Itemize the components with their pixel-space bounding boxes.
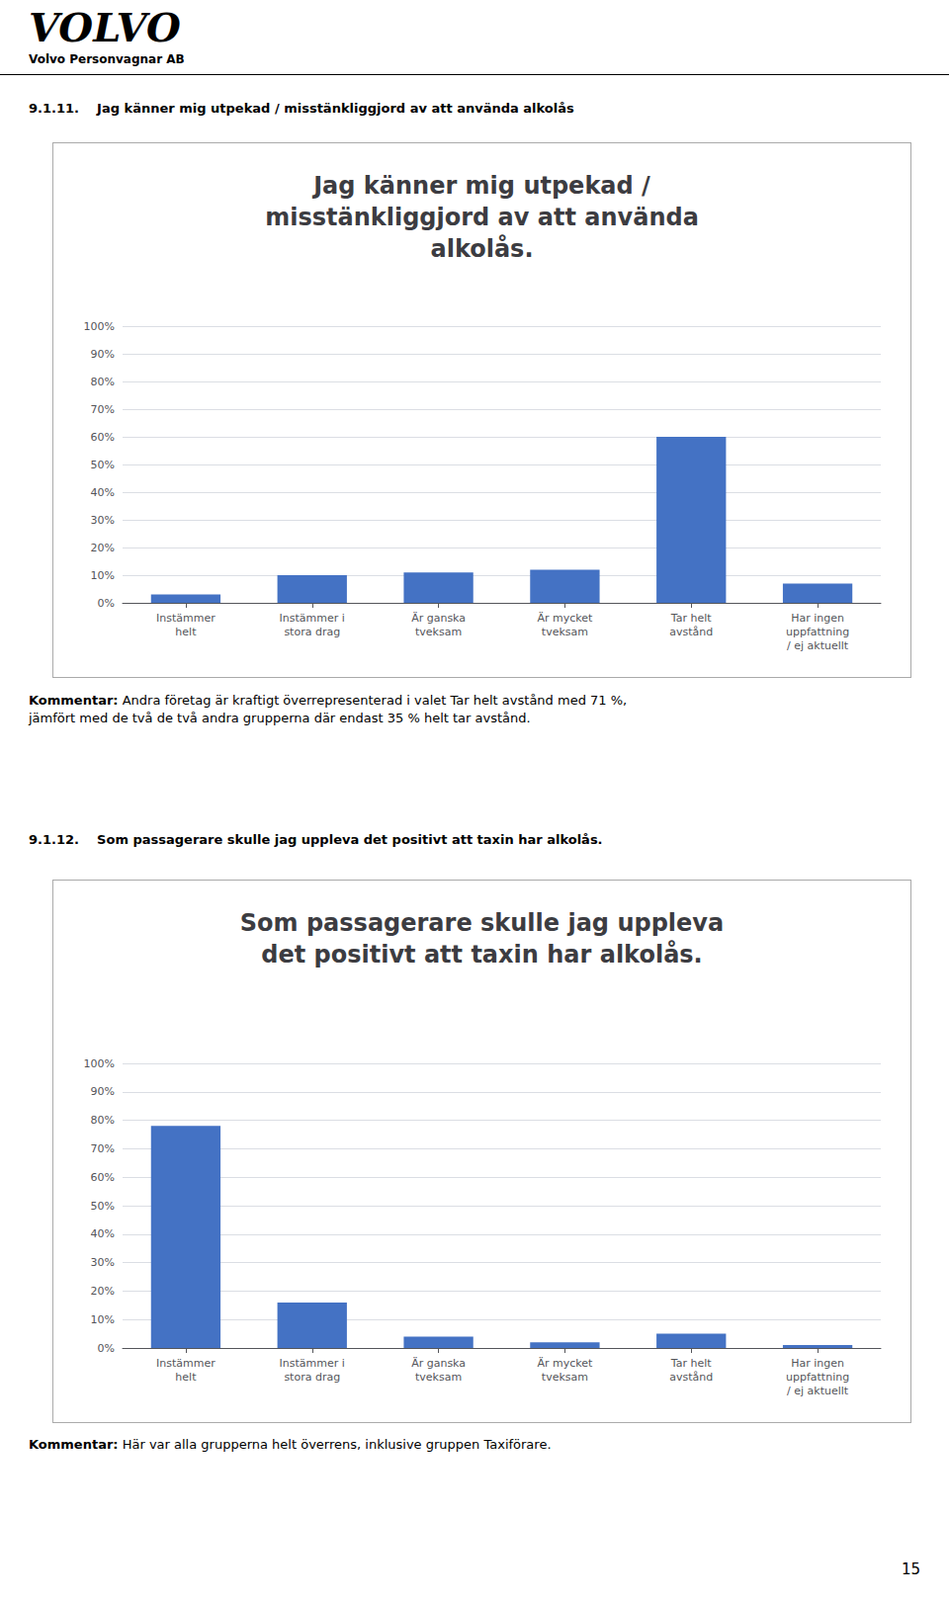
- svg-text:Har ingen: Har ingen: [790, 1357, 845, 1371]
- svg-text:det positivt att taxin har alk: det positivt att taxin har alkolås.: [260, 940, 702, 969]
- svg-text:Jag känner mig utpekad /: Jag känner mig utpekad /: [311, 172, 651, 200]
- svg-text:avstånd: avstånd: [669, 1371, 713, 1384]
- svg-text:helt: helt: [174, 625, 197, 639]
- svg-text:stora drag: stora drag: [283, 625, 341, 639]
- svg-text:10%: 10%: [90, 569, 115, 583]
- svg-text:helt: helt: [174, 1371, 197, 1384]
- svg-text:50%: 50%: [90, 1200, 115, 1213]
- svg-text:Tar helt: Tar helt: [670, 1357, 712, 1371]
- svg-text:/ ej aktuellt: / ej aktuellt: [786, 639, 850, 653]
- svg-text:90%: 90%: [90, 1085, 115, 1099]
- svg-text:30%: 30%: [90, 514, 115, 527]
- svg-text:Har ingen: Har ingen: [790, 611, 845, 625]
- html-text:Kommentar: Här var alla gruppe: Kommentar: Här var alla grupperna helt ö…: [28, 1437, 552, 1453]
- svg-text:60%: 60%: [90, 431, 115, 444]
- html-text:Kommentar: Andra företag är kr: Kommentar: Andra företag är kraftigt öve…: [28, 692, 627, 726]
- html-text:VOLVO: VOLVO: [28, 3, 181, 51]
- svg-text:tveksam: tveksam: [541, 1371, 589, 1384]
- svg-text:10%: 10%: [90, 1313, 115, 1327]
- svg-text:80%: 80%: [90, 1114, 115, 1127]
- svg-text:Instämmer i: Instämmer i: [279, 611, 346, 625]
- html-text:Volvo Personvagnar AB: Volvo Personvagnar AB: [28, 52, 185, 67]
- svg-text:misstänkliggjord av att använd: misstänkliggjord av att använda: [264, 203, 699, 232]
- svg-text:0%: 0%: [97, 597, 115, 610]
- svg-text:20%: 20%: [90, 541, 115, 555]
- svg-text:stora drag: stora drag: [283, 1371, 341, 1384]
- svg-text:40%: 40%: [90, 1227, 115, 1241]
- html-text:15: 15: [901, 1560, 921, 1579]
- svg-text:50%: 50%: [90, 458, 115, 472]
- svg-text:/ ej aktuellt: / ej aktuellt: [786, 1384, 850, 1398]
- svg-text:uppfattning: uppfattning: [785, 625, 850, 639]
- svg-text:Är ganska: Är ganska: [411, 611, 466, 625]
- svg-text:30%: 30%: [90, 1256, 115, 1270]
- svg-text:Är ganska: Är ganska: [411, 1357, 466, 1371]
- svg-text:avstånd: avstånd: [669, 625, 713, 639]
- svg-text:100%: 100%: [84, 320, 115, 334]
- svg-text:60%: 60%: [90, 1171, 115, 1185]
- svg-text:uppfattning: uppfattning: [785, 1371, 850, 1384]
- svg-text:Tar helt: Tar helt: [670, 611, 712, 625]
- html-text:9.1.12. Som passagerare skulle: 9.1.12. Som passagerare skulle jag upple…: [28, 832, 603, 848]
- svg-text:90%: 90%: [90, 347, 115, 361]
- svg-text:alkolås.: alkolås.: [430, 234, 533, 263]
- svg-text:Instämmer: Instämmer: [156, 1357, 216, 1371]
- svg-text:100%: 100%: [84, 1057, 115, 1071]
- svg-text:tveksam: tveksam: [415, 625, 462, 639]
- svg-text:tveksam: tveksam: [541, 625, 589, 639]
- svg-text:40%: 40%: [90, 486, 115, 500]
- svg-text:70%: 70%: [90, 403, 115, 417]
- svg-text:Är mycket: Är mycket: [536, 611, 594, 625]
- svg-text:80%: 80%: [90, 375, 115, 389]
- svg-text:Instämmer: Instämmer: [156, 611, 216, 625]
- svg-text:0%: 0%: [97, 1342, 115, 1356]
- svg-text:Instämmer i: Instämmer i: [279, 1357, 346, 1371]
- svg-text:tveksam: tveksam: [415, 1371, 462, 1384]
- svg-text:20%: 20%: [90, 1285, 115, 1298]
- svg-text:70%: 70%: [90, 1142, 115, 1156]
- svg-text:Som passagerare skulle jag upp: Som passagerare skulle jag uppleva: [240, 909, 724, 938]
- svg-text:Är mycket: Är mycket: [536, 1357, 594, 1371]
- html-text:9.1.11. Jag känner mig utpekad: 9.1.11. Jag känner mig utpekad / misstän…: [28, 100, 575, 116]
